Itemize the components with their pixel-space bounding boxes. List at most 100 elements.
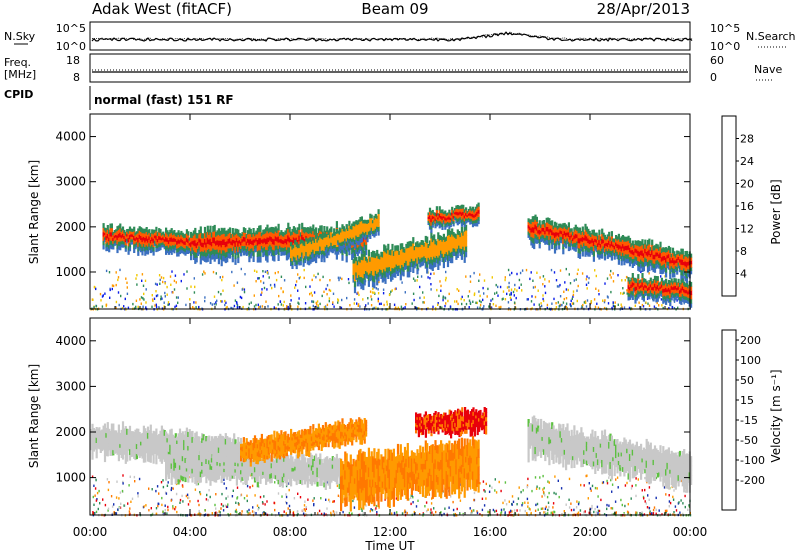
echo-cell [637, 274, 639, 279]
scatter-cell [274, 481, 275, 483]
scatter-cell [244, 273, 245, 275]
echo-cell [548, 245, 550, 251]
scatter-cell [509, 274, 510, 276]
noise-panel-frame [90, 22, 690, 50]
scatter-cell [615, 301, 616, 303]
scatter-cell [119, 304, 120, 306]
echo-cell [643, 297, 645, 301]
scatter-cell [111, 495, 112, 497]
scatter-cell [613, 280, 614, 282]
scatter-cell [586, 305, 587, 307]
echo-cell [582, 251, 584, 257]
scatter-cell [518, 497, 519, 499]
scatter-cell [255, 280, 256, 282]
echo-cell [365, 244, 367, 250]
echo-cell [686, 278, 688, 284]
scatter-cell [496, 292, 497, 294]
scatter-cell [178, 296, 179, 298]
scatter-cell [654, 306, 655, 308]
echo-cell [354, 287, 356, 294]
scatter-cell [612, 507, 613, 509]
echo-cell [461, 254, 463, 260]
scatter-cell [649, 305, 650, 307]
scatter-cell [496, 510, 497, 512]
scatter-cell [566, 504, 567, 506]
scatter-cell [204, 272, 205, 274]
scatter-cell [490, 299, 491, 301]
scatter-cell [376, 511, 377, 513]
scatter-cell [204, 300, 205, 302]
scatter-cell [165, 282, 166, 284]
scatter-cell [635, 484, 636, 486]
scatter-cell [635, 495, 636, 497]
scatter-cell [100, 299, 101, 301]
scatter-cell [535, 296, 536, 298]
scatter-cell [94, 495, 95, 497]
scatter-cell [247, 510, 248, 512]
scatter-cell [483, 292, 484, 294]
scatter-cell [154, 304, 155, 306]
scatter-cell [334, 511, 335, 513]
scatter-cell [119, 269, 120, 271]
echo-cell [478, 213, 480, 217]
scatter-cell [616, 511, 617, 513]
echo-cell [644, 240, 646, 245]
scatter-cell [214, 296, 215, 298]
echo-cell [643, 266, 645, 271]
scatter-cell [154, 298, 155, 300]
scatter-cell [297, 510, 298, 512]
echo-cell [608, 232, 610, 237]
scatter-cell [356, 302, 357, 304]
scatter-cell [598, 293, 599, 295]
scatter-cell [535, 504, 536, 506]
scatter-cell [410, 503, 411, 505]
scatter-cell [274, 509, 275, 511]
scatter-cell [141, 303, 142, 305]
scatter-cell [396, 497, 397, 499]
scatter-cell [519, 509, 520, 511]
scatter-cell [203, 271, 204, 273]
scatter-cell [569, 273, 570, 275]
scatter-cell [597, 487, 598, 489]
scatter-cell [96, 499, 97, 501]
scatter-cell [112, 288, 113, 290]
scatter-cell [267, 305, 268, 307]
scatter-cell [429, 277, 430, 279]
scatter-cell [547, 304, 548, 306]
echo-cell [598, 230, 600, 236]
echo-cell [300, 261, 302, 266]
scatter-cell [352, 500, 353, 502]
echo-cell [409, 266, 411, 272]
scatter-cell [319, 510, 320, 512]
scatter-cell [233, 284, 234, 286]
echo-cell [675, 278, 677, 282]
scatter-cell [227, 495, 228, 497]
scatter-cell [593, 511, 594, 513]
scatter-cell [248, 509, 249, 511]
scatter-cell [118, 497, 119, 499]
scatter-cell [491, 487, 492, 489]
scatter-cell [260, 280, 261, 282]
velocity-heatmap-panel [90, 407, 692, 517]
scatter-cell [470, 512, 471, 514]
scatter-cell [126, 282, 127, 284]
scatter-cell [413, 278, 414, 280]
nsearch-label: N.Search [746, 30, 796, 43]
scatter-cell [222, 290, 223, 292]
scatter-cell [424, 301, 425, 303]
scatter-cell [349, 512, 350, 514]
scatter-cell [204, 509, 205, 511]
echo-cell [111, 223, 113, 228]
scatter-cell [327, 284, 328, 286]
scatter-cell [312, 279, 313, 281]
scatter-cell [168, 481, 169, 483]
scatter-cell [313, 301, 314, 303]
scatter-cell [122, 490, 123, 492]
echo-cell [478, 203, 480, 207]
echo-cell [582, 227, 584, 233]
scatter-cell [465, 275, 466, 277]
scatter-cell [589, 482, 590, 484]
scatter-cell [262, 270, 263, 272]
scatter-cell [326, 293, 327, 295]
scatter-cell [210, 496, 211, 498]
